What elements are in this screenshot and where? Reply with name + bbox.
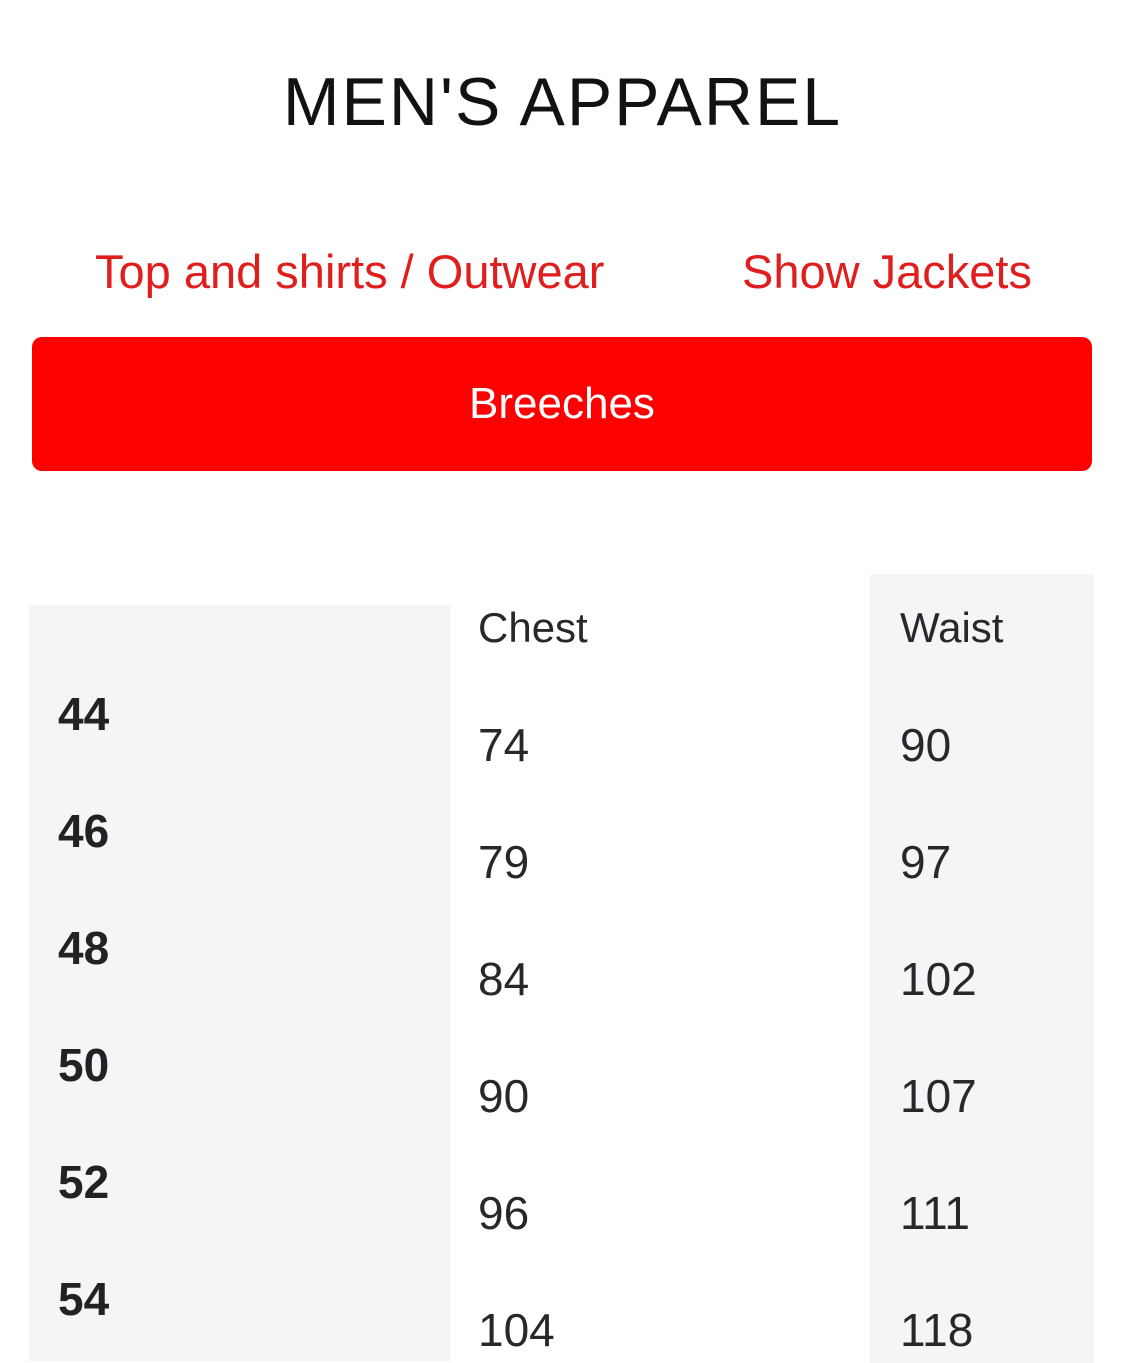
waist-column: Waist 90 97 102 107 111 118 <box>870 573 1094 1363</box>
table-cell: 48 <box>58 921 110 974</box>
table-cell: 84 <box>478 952 530 1005</box>
table-cell: 96 <box>478 1186 530 1239</box>
table-cell: 50 <box>58 1038 110 1091</box>
table-cell: 54 <box>58 1272 110 1325</box>
waist-column-header: Waist <box>900 603 1004 651</box>
chest-column-rows: 74 79 84 90 96 104 <box>452 722 870 1363</box>
table-cell: 90 <box>900 718 952 771</box>
table-cell: 102 <box>900 952 977 1005</box>
table-cell: 97 <box>900 835 952 888</box>
size-column: 44 46 48 50 52 54 <box>29 604 450 1363</box>
table-cell: 44 <box>58 687 110 740</box>
tab-tops-shirts-outwear[interactable]: Top and shirts / Outwear <box>95 244 605 298</box>
breeches-button-label: Breeches <box>469 378 655 428</box>
table-cell: 111 <box>900 1186 970 1239</box>
table-cell: 79 <box>478 835 530 888</box>
page-title: MEN'S APPAREL <box>282 63 843 140</box>
table-cell: 52 <box>58 1155 110 1208</box>
breeches-button[interactable]: Breeches <box>32 336 1092 471</box>
table-cell: 118 <box>900 1303 974 1356</box>
size-column-rows: 44 46 48 50 52 54 <box>29 691 450 1363</box>
size-table: 44 46 48 50 52 54 Chest 74 79 84 90 96 104 Waist 9… <box>0 573 1125 1363</box>
table-cell: 46 <box>58 804 110 857</box>
table-cell: 104 <box>478 1303 555 1356</box>
table-cell: 90 <box>478 1069 530 1122</box>
waist-column-rows: 90 97 102 107 111 118 <box>870 722 1094 1363</box>
chest-column-header: Chest <box>478 603 588 651</box>
category-tabs: Top and shirts / Outwear Show Jackets <box>95 248 1032 295</box>
table-cell: 74 <box>478 718 530 771</box>
chest-column: Chest 74 79 84 90 96 104 <box>452 574 870 1363</box>
table-cell: 107 <box>900 1069 977 1122</box>
tab-show-jackets[interactable]: Show Jackets <box>742 244 1032 298</box>
